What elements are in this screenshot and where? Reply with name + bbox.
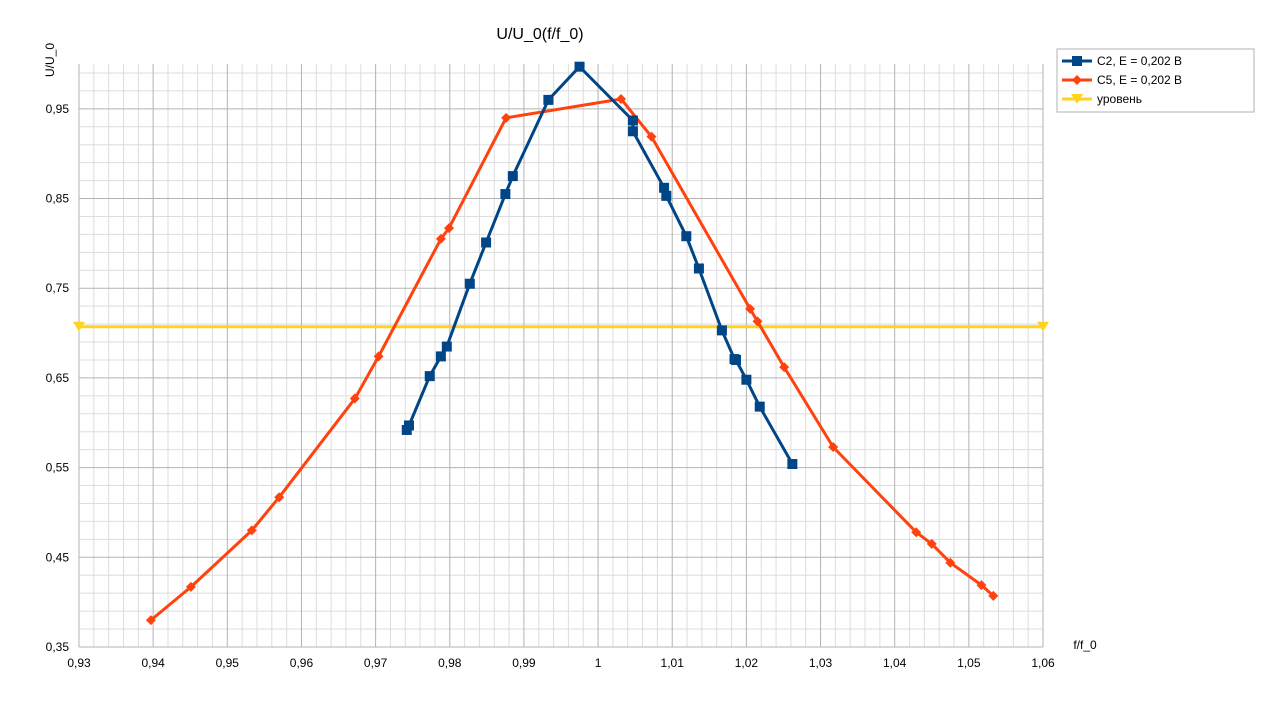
series-2 (73, 321, 1049, 332)
data-point (435, 351, 446, 362)
data-point (1037, 321, 1049, 332)
data-point (659, 182, 670, 193)
data-point (185, 581, 196, 592)
legend-swatch-marker (1072, 75, 1082, 85)
data-point (424, 371, 435, 382)
data-point (945, 557, 956, 568)
x-tick-label: 1,06 (1031, 656, 1055, 670)
y-tick-label: 0,65 (46, 371, 70, 385)
data-point (828, 441, 839, 452)
y-tick-label: 0,55 (46, 461, 70, 475)
x-tick-label: 1,05 (957, 656, 981, 670)
data-point (988, 590, 999, 601)
x-tick-label: 0,93 (67, 656, 91, 670)
legend-swatch-marker (1072, 56, 1082, 66)
data-point (444, 223, 455, 234)
data-point (403, 420, 414, 431)
data-point (435, 233, 446, 244)
data-point (752, 316, 763, 327)
data-point (787, 459, 798, 470)
legend-label: C2, E = 0,202 В (1097, 54, 1182, 68)
x-axis-label: f/f_0 (1073, 638, 1097, 652)
x-tick-label: 1,03 (809, 656, 833, 670)
data-point (754, 401, 765, 412)
plot-area (73, 61, 1049, 626)
data-point (741, 374, 752, 385)
data-point (693, 263, 704, 274)
data-point (616, 93, 627, 104)
data-point (246, 525, 257, 536)
data-point (373, 351, 384, 362)
y-tick-label: 0,45 (46, 550, 70, 564)
data-point (661, 190, 672, 201)
x-tick-label: 0,95 (216, 656, 240, 670)
data-point (716, 325, 727, 336)
x-tick-label: 0,94 (141, 656, 165, 670)
x-tick-label: 1,01 (661, 656, 685, 670)
chart-title: U/U_0(f/f_0) (496, 26, 583, 43)
data-point (349, 393, 360, 404)
ticks: 0,93 0,94 0,95 0,96 0,97 0,98 0,99 1 1,01 1,02 1,0… (46, 102, 1055, 670)
data-point (976, 580, 987, 591)
data-point (926, 538, 937, 549)
y-tick-label: 0,75 (46, 281, 70, 295)
data-point (627, 126, 638, 137)
x-tick-label: 1,02 (735, 656, 759, 670)
series-0 (401, 61, 798, 470)
data-point (543, 94, 554, 105)
legend-swatch-marker (1071, 94, 1083, 104)
data-point (73, 321, 85, 332)
grid (78, 64, 1044, 648)
legend-label: уровень (1097, 92, 1142, 106)
legend-label: C5, E = 0,202 В (1097, 73, 1182, 87)
data-point (481, 237, 492, 248)
x-tick-label: 0,97 (364, 656, 388, 670)
data-point (779, 362, 790, 373)
data-point (911, 527, 922, 538)
y-axis-label: U/U_0 (43, 43, 57, 77)
data-point (500, 189, 511, 200)
data-point (574, 61, 585, 72)
x-tick-label: 1,04 (883, 656, 907, 670)
data-point (441, 341, 452, 352)
data-point (507, 171, 518, 182)
legend: C2, E = 0,202 В C5, E = 0,202 В уровень (1056, 48, 1255, 113)
data-point (646, 131, 657, 142)
x-tick-label: 1 (595, 656, 602, 670)
x-tick-label: 0,99 (512, 656, 536, 670)
y-tick-label: 0,95 (46, 102, 70, 116)
data-point (745, 303, 756, 314)
x-tick-label: 0,96 (290, 656, 314, 670)
data-point (501, 112, 512, 123)
data-point (681, 231, 692, 242)
y-tick-label: 0,85 (46, 192, 70, 206)
data-point (627, 115, 638, 126)
data-point (731, 354, 742, 365)
data-point (464, 278, 475, 289)
data-point (145, 615, 156, 626)
x-tick-label: 0,98 (438, 656, 462, 670)
y-tick-label: 0,35 (46, 640, 70, 654)
axes (78, 64, 1043, 648)
data-point (274, 492, 285, 503)
